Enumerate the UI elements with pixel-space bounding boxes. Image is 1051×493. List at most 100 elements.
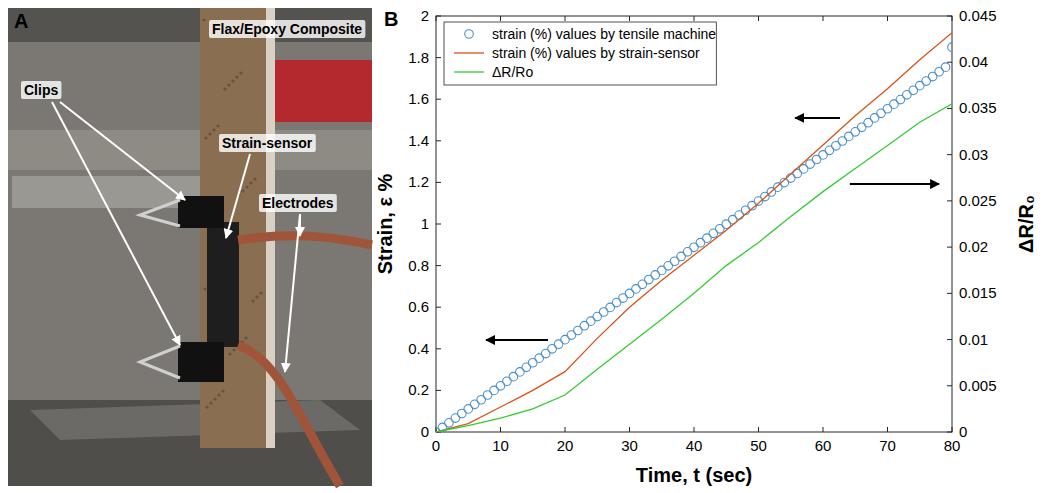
strain-sensor-shape	[207, 222, 239, 347]
texture	[216, 124, 219, 127]
x-tick	[887, 16, 888, 21]
x-tick	[952, 427, 953, 432]
legend-label: strain (%) values by strain-sensor	[492, 45, 700, 61]
panel-letter: A	[14, 10, 28, 32]
y-tick-label: 0.6	[408, 298, 429, 315]
y-tick	[436, 16, 441, 17]
legend-item: strain (%) values by tensile machine	[465, 26, 717, 42]
x-tick	[565, 16, 566, 21]
x-tick-label: 80	[944, 437, 961, 454]
texture	[251, 299, 254, 302]
y-tick	[436, 348, 441, 349]
y-tick	[436, 57, 441, 58]
texture	[213, 397, 216, 400]
x-tick	[694, 16, 695, 21]
texture	[245, 185, 248, 188]
y-tick	[436, 224, 441, 225]
x-tick	[629, 16, 630, 21]
y-tick	[436, 265, 441, 266]
label-arrow	[226, 154, 250, 238]
photo-label: Clips	[24, 82, 58, 98]
x-tick-label: 30	[621, 437, 638, 454]
y-tick-label: 0.2	[408, 381, 429, 398]
y2-tick-label: 0.025	[959, 192, 997, 209]
texture	[253, 177, 256, 180]
y2-axis-title: ΔR/R₀	[1015, 195, 1037, 253]
y2-tick	[947, 62, 952, 63]
panel-letter: B	[384, 8, 398, 30]
y2-tick-label: 0	[959, 423, 967, 440]
y2-tick-label: 0.035	[959, 99, 997, 116]
clip-shape	[178, 342, 224, 382]
legend-item: strain (%) values by strain-sensor	[454, 45, 700, 61]
texture	[232, 348, 235, 351]
y-tick	[436, 99, 441, 100]
toolbox	[275, 60, 372, 122]
texture	[241, 189, 244, 192]
texture	[259, 291, 262, 294]
texture	[227, 83, 230, 86]
x-tick	[629, 427, 630, 432]
specimen-edge	[266, 8, 275, 448]
series-line	[436, 33, 952, 432]
x-tick-label: 40	[686, 437, 703, 454]
y-axis-title: Strain, ε %	[374, 173, 396, 274]
photo-background	[8, 8, 372, 486]
label-patch	[219, 134, 316, 152]
y2-tick-label: 0.02	[959, 238, 988, 255]
texture	[205, 405, 208, 408]
axis-pointer-arrow	[795, 117, 840, 119]
x-tick-label: 50	[750, 437, 767, 454]
x-tick	[758, 16, 759, 21]
y-tick-label: 2	[421, 7, 429, 24]
y2-tick-label: 0.01	[959, 331, 988, 348]
y2-tick-label: 0.03	[959, 146, 988, 163]
texture	[249, 181, 252, 184]
axis-pointer-arrow	[850, 183, 939, 185]
texture	[231, 79, 234, 82]
texture	[235, 75, 238, 78]
x-tick	[823, 427, 824, 432]
y-tick	[436, 140, 441, 141]
texture	[209, 401, 212, 404]
legend-item: ΔR/Ro	[454, 64, 533, 80]
photo-label: Strain-sensor	[222, 135, 313, 151]
series-marker	[948, 43, 952, 52]
y2-tick-label: 0.005	[959, 377, 997, 394]
texture	[244, 336, 247, 339]
y-tick-label: 1.4	[408, 132, 429, 149]
y-tick-label: 0.4	[408, 340, 429, 357]
y2-tick-label: 0.045	[959, 7, 997, 24]
electrode-cable	[238, 236, 372, 245]
y-tick-label: 1.6	[408, 90, 429, 107]
x-tick	[565, 427, 566, 432]
y2-tick-label: 0.04	[959, 53, 988, 70]
panel-a: Flax/Epoxy CompositeClipsStrain-sensorEl…	[8, 8, 372, 486]
y2-tick	[947, 16, 952, 17]
x-tick-label: 60	[815, 437, 832, 454]
y2-tick	[947, 154, 952, 155]
series-marker	[941, 63, 950, 72]
y-tick	[436, 307, 441, 308]
x-tick-label: 0	[432, 437, 440, 454]
x-tick	[823, 16, 824, 21]
x-tick	[500, 427, 501, 432]
y-tick-label: 1	[421, 215, 429, 232]
texture	[221, 389, 224, 392]
texture	[212, 128, 215, 131]
x-tick-label: 20	[557, 437, 574, 454]
y-tick-label: 0	[421, 423, 429, 440]
x-tick	[694, 427, 695, 432]
x-tick	[758, 427, 759, 432]
y2-tick	[947, 385, 952, 386]
y2-tick	[947, 293, 952, 294]
legend-label: ΔR/Ro	[492, 64, 533, 80]
y-tick-label: 1.8	[408, 49, 429, 66]
texture	[255, 295, 258, 298]
shelf	[8, 130, 372, 170]
label-patch	[21, 81, 61, 99]
texture	[228, 352, 231, 355]
x-axis-title: Time, t (sec)	[636, 464, 752, 486]
y2-tick	[947, 108, 952, 109]
legend-swatch	[454, 52, 484, 53]
